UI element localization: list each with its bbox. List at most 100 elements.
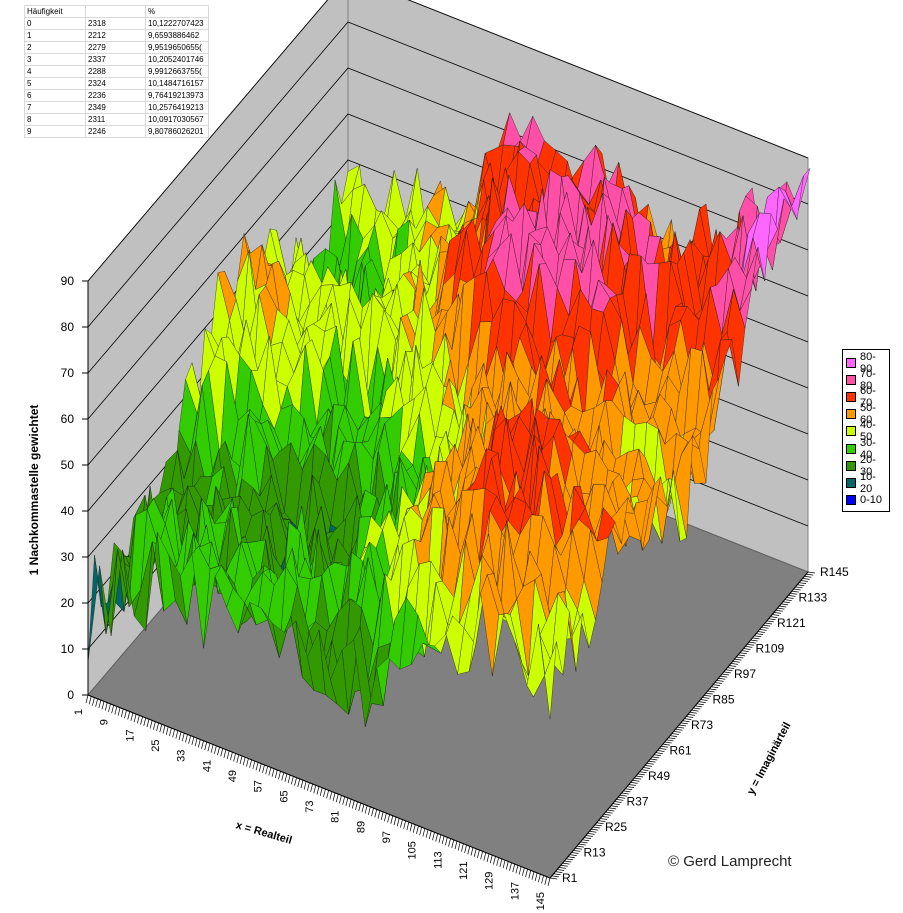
- y-minor-tick: [618, 796, 626, 799]
- x-minor-tick: [422, 828, 426, 837]
- y-minor-tick: [669, 735, 678, 737]
- y-minor-tick: [702, 697, 710, 699]
- x-minor-tick: [464, 844, 467, 854]
- y-minor-tick: [578, 843, 586, 846]
- y-minor-tick: [614, 801, 622, 803]
- x-minor-tick: [367, 806, 371, 815]
- x-tick-label: 17: [124, 729, 136, 741]
- z-tick-label: 0: [67, 688, 74, 702]
- y-minor-tick: [693, 707, 701, 710]
- x-minor-tick: [371, 808, 374, 817]
- table-cell: Häufigkeit: [24, 5, 86, 18]
- table-cell: 9,80786026201: [145, 125, 209, 138]
- x-minor-tick: [262, 764, 265, 773]
- y-minor-tick: [736, 656, 744, 659]
- y-minor-tick: [655, 752, 663, 754]
- x-minor-tick: [355, 801, 358, 810]
- x-minor-tick: [258, 763, 262, 772]
- table-row: 1 2212 9,6593886462: [24, 29, 209, 42]
- x-minor-tick: [486, 853, 490, 862]
- x-minor-tick: [130, 712, 134, 721]
- legend-item: 70-80: [846, 368, 886, 392]
- y-minor-tick: [750, 639, 758, 642]
- x-minor-tick: [448, 838, 451, 847]
- x-minor-tick: [351, 800, 355, 809]
- y-tick-label: R73: [691, 718, 713, 732]
- gridline: [87, 0, 809, 282]
- x-minor-tick: [169, 727, 172, 737]
- table-cell: 9,76419213973: [145, 89, 209, 102]
- legend-item: 50-60: [846, 402, 886, 426]
- x-minor-tick: [226, 750, 230, 760]
- chart-surface: [87, 112, 811, 727]
- y-minor-tick: [596, 822, 604, 825]
- legend-item: 80-90: [846, 351, 886, 375]
- x-tick-label: 129: [484, 872, 496, 890]
- z-tick-label: 80: [61, 320, 75, 334]
- y-minor-tick: [562, 862, 570, 865]
- y-minor-tick: [734, 658, 742, 661]
- x-minor-tick: [348, 799, 352, 808]
- y-minor-tick: [551, 875, 559, 878]
- y-minor-tick: [600, 818, 608, 820]
- x-minor-tick: [252, 760, 256, 770]
- legend-swatch: [846, 443, 856, 454]
- legend-swatch: [846, 374, 856, 385]
- y-minor-tick: [686, 716, 694, 718]
- y-tick-label: R37: [627, 795, 649, 809]
- y-minor-tick: [797, 584, 805, 587]
- y-minor-tick: [612, 803, 620, 805]
- x-minor-tick: [114, 706, 118, 715]
- z-tick-label: 90: [61, 274, 75, 288]
- x-minor-tick: [98, 699, 102, 709]
- table-cell: 2318: [85, 17, 146, 30]
- x-minor-tick: [403, 820, 406, 829]
- table-row: 6 2236 9,76419213973: [24, 89, 209, 102]
- y-tick-label: R1: [562, 871, 578, 885]
- y-axis-title: y = Imaginärteil: [745, 720, 793, 797]
- y-minor-tick: [759, 629, 767, 631]
- y-minor-tick: [648, 760, 656, 763]
- table-cell: 10,2576419213: [145, 101, 209, 114]
- x-minor-tick: [528, 870, 532, 879]
- x-tick-label: 49: [227, 770, 239, 782]
- table-row: 5 2324 10,1484716157: [24, 77, 209, 90]
- x-minor-tick: [505, 861, 509, 870]
- table-row: 7 2349 10,2576419213: [24, 101, 209, 114]
- x-minor-tick: [467, 846, 471, 855]
- table-cell: 6: [24, 89, 86, 102]
- y-minor-tick: [716, 680, 724, 682]
- y-minor-tick: [661, 745, 669, 748]
- x-minor-tick: [268, 767, 272, 776]
- y-minor-tick: [721, 673, 730, 676]
- x-minor-tick: [271, 768, 275, 777]
- x-minor-tick: [210, 744, 214, 753]
- legend-item: 20-30: [846, 454, 886, 478]
- x-tick-label: 105: [407, 841, 419, 859]
- table-cell: 1: [24, 29, 86, 42]
- y-minor-tick: [723, 671, 731, 674]
- x-minor-tick: [236, 754, 240, 763]
- z-tick-label: 70: [61, 366, 75, 380]
- x-minor-tick: [146, 719, 150, 728]
- y-minor-tick: [637, 773, 645, 776]
- table-cell: 2212: [85, 29, 146, 42]
- y-minor-tick: [671, 733, 679, 735]
- y-minor-tick: [806, 573, 814, 576]
- y-minor-tick: [709, 688, 717, 691]
- table-cell: 2349: [85, 101, 146, 114]
- x-minor-tick: [339, 795, 342, 804]
- legend-label: 40-50: [860, 419, 876, 444]
- table-cell: 9,6593886462: [145, 29, 209, 42]
- z-tick-label: 50: [61, 458, 75, 472]
- x-minor-tick: [284, 773, 288, 782]
- x-minor-tick: [185, 734, 188, 743]
- table-cell: 10,0917030567: [145, 113, 209, 126]
- y-minor-tick: [730, 663, 739, 665]
- y-minor-tick: [591, 828, 599, 831]
- y-minor-tick: [729, 665, 737, 667]
- x-minor-tick: [412, 824, 416, 833]
- x-minor-tick: [303, 781, 307, 790]
- table-row: 0 2318 10,1222707423: [24, 17, 209, 30]
